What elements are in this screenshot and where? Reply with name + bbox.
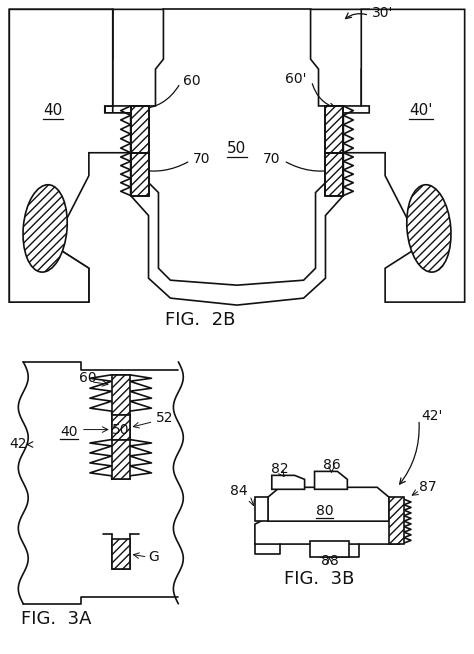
Text: 40: 40 — [60, 424, 78, 439]
Polygon shape — [326, 106, 343, 153]
Polygon shape — [315, 472, 347, 489]
Polygon shape — [272, 475, 305, 489]
Text: 42': 42' — [421, 409, 442, 422]
Text: 82: 82 — [271, 462, 289, 476]
Text: FIG.  2B: FIG. 2B — [165, 311, 236, 329]
Polygon shape — [310, 541, 349, 557]
Polygon shape — [326, 153, 343, 196]
Polygon shape — [389, 497, 404, 544]
Text: 50: 50 — [228, 141, 246, 156]
Polygon shape — [112, 539, 129, 569]
Text: 52: 52 — [155, 411, 173, 424]
Polygon shape — [112, 439, 129, 479]
Text: 50: 50 — [112, 422, 129, 437]
Polygon shape — [268, 487, 389, 521]
Ellipse shape — [23, 184, 67, 272]
Polygon shape — [131, 153, 343, 305]
Text: 60: 60 — [183, 74, 201, 88]
Text: 88: 88 — [320, 554, 338, 568]
Text: 40': 40' — [409, 103, 433, 118]
Text: 70: 70 — [263, 152, 281, 165]
Ellipse shape — [407, 184, 451, 272]
Text: 86: 86 — [323, 458, 340, 472]
Polygon shape — [105, 9, 164, 106]
Text: FIG.  3B: FIG. 3B — [284, 570, 355, 588]
Text: FIG.  3A: FIG. 3A — [21, 610, 92, 628]
Polygon shape — [131, 106, 148, 153]
Text: 30': 30' — [372, 7, 393, 20]
Text: 40: 40 — [44, 103, 63, 118]
Polygon shape — [112, 375, 129, 415]
Text: 87: 87 — [419, 480, 437, 494]
Polygon shape — [9, 9, 131, 302]
Polygon shape — [343, 9, 465, 302]
Text: 42: 42 — [9, 438, 27, 451]
Text: 70: 70 — [193, 152, 211, 165]
Text: 60: 60 — [79, 371, 97, 385]
Text: 84: 84 — [230, 485, 248, 498]
Text: 60': 60' — [285, 72, 307, 86]
Polygon shape — [131, 153, 148, 196]
Polygon shape — [112, 415, 129, 439]
Text: G: G — [148, 550, 159, 564]
Polygon shape — [255, 497, 268, 521]
Polygon shape — [9, 9, 131, 302]
Polygon shape — [310, 9, 369, 106]
Text: 80: 80 — [316, 504, 333, 518]
Polygon shape — [255, 519, 399, 544]
